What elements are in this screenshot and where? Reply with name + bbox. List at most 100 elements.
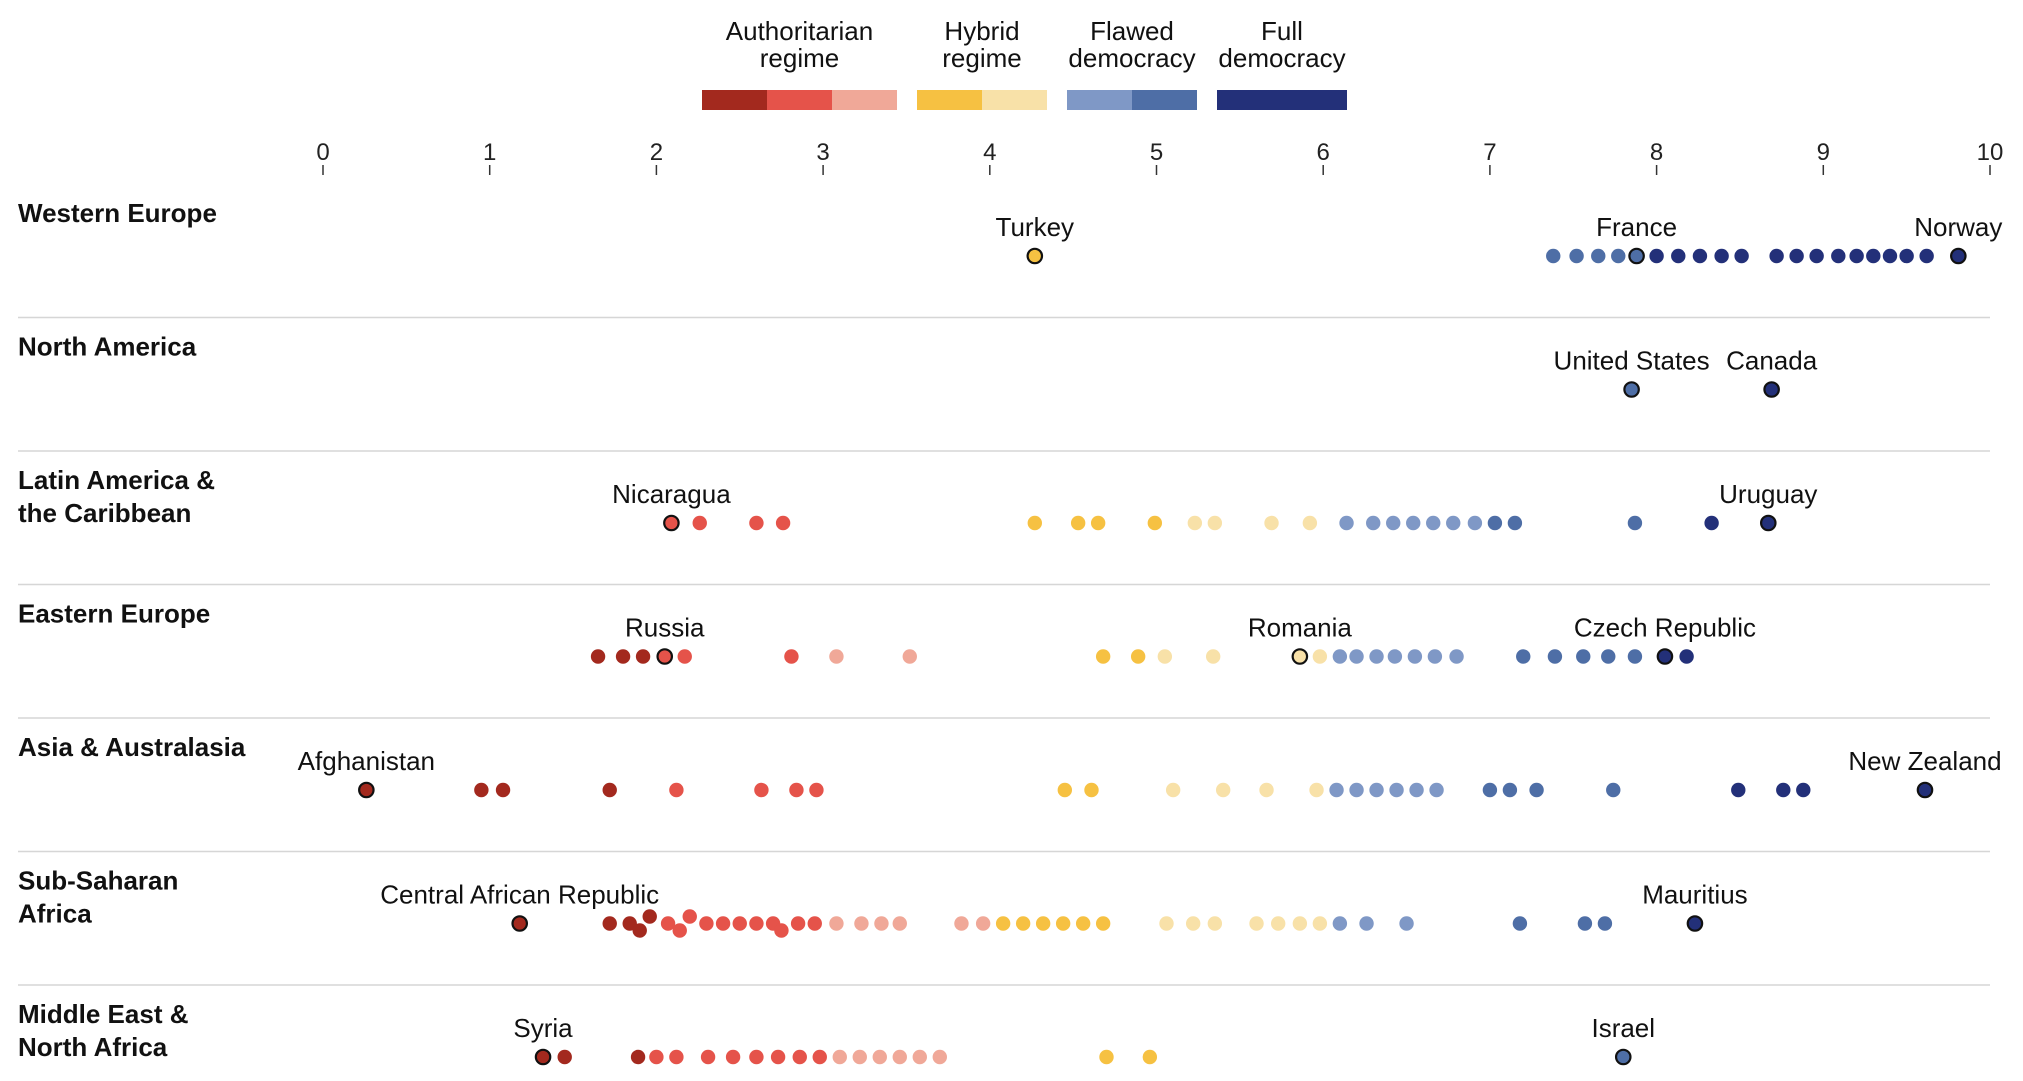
country-dot <box>789 782 804 798</box>
country-dot <box>715 916 731 931</box>
highlight-country-dot <box>358 781 375 799</box>
country-dot <box>1387 649 1403 664</box>
country-dot <box>1671 248 1686 264</box>
country-dot <box>1831 248 1846 264</box>
country-dot <box>1070 515 1086 531</box>
country-dot <box>1487 515 1503 531</box>
country-dot <box>1349 649 1364 664</box>
highlight-country-dot <box>656 648 674 665</box>
country-label-france: France <box>1596 212 1677 242</box>
legend-label: Flawed <box>1090 16 1174 46</box>
legend-swatch <box>1067 90 1132 110</box>
country-dot <box>932 1049 947 1065</box>
country-dot <box>1259 782 1274 798</box>
country-dot <box>1627 515 1643 531</box>
country-dot <box>1264 515 1279 531</box>
legend-swatch <box>702 90 767 110</box>
country-dot <box>1366 515 1381 531</box>
country-dot <box>829 916 844 931</box>
x-tick-label: 7 <box>1483 139 1496 166</box>
country-dot <box>1339 515 1354 531</box>
country-label-norway: Norway <box>1914 212 2002 242</box>
highlight-country-dot <box>1686 915 1704 932</box>
x-tick-label: 5 <box>1150 139 1163 166</box>
country-dot <box>1467 515 1483 531</box>
country-dot <box>1027 515 1043 531</box>
country-dot <box>1512 916 1528 931</box>
region-label: Western Europe <box>18 198 217 228</box>
country-dot <box>1899 248 1914 264</box>
x-tick-label: 0 <box>316 139 329 166</box>
country-dot <box>699 916 714 931</box>
country-dot <box>1075 916 1091 931</box>
legend-swatch <box>1217 90 1347 110</box>
country-dot <box>1095 649 1111 664</box>
legend-swatch <box>832 90 897 110</box>
highlight-country-dot <box>1950 247 1967 265</box>
country-dot <box>792 1049 807 1065</box>
country-dot <box>1704 515 1719 531</box>
country-dot <box>495 782 511 798</box>
country-dot <box>1502 782 1518 798</box>
country-dot <box>954 916 969 931</box>
country-dot <box>1359 916 1374 931</box>
country-dot <box>1606 782 1621 798</box>
region-label: North Africa <box>18 1032 168 1062</box>
country-dot <box>1130 649 1146 664</box>
country-dot <box>1147 515 1163 531</box>
country-dot <box>1332 649 1348 664</box>
country-label-mauritius: Mauritius <box>1642 880 1747 910</box>
country-dot <box>809 782 824 798</box>
country-label-canada: Canada <box>1726 346 1818 376</box>
region-label: Africa <box>18 899 92 929</box>
country-dot <box>749 916 764 931</box>
country-dot <box>700 1049 716 1065</box>
country-dot <box>1866 248 1881 264</box>
country-dot <box>1349 782 1364 798</box>
highlight-country-dot <box>1759 514 1777 532</box>
country-dot <box>692 515 707 531</box>
region-label: Middle East & <box>18 999 188 1029</box>
legend-swatch <box>1132 90 1197 110</box>
country-dot <box>775 515 791 531</box>
country-dot <box>1809 248 1824 264</box>
country-dot <box>1185 916 1201 931</box>
country-dot <box>892 916 907 931</box>
country-dot <box>1769 248 1784 264</box>
region-label: the Caribbean <box>18 498 191 528</box>
country-dot <box>642 909 657 924</box>
country-dot <box>1547 649 1563 664</box>
country-dot <box>852 1049 867 1065</box>
legend-label: Full <box>1261 16 1303 46</box>
country-dot <box>829 649 844 664</box>
country-dot <box>1406 515 1421 531</box>
country-label-nicaragua: Nicaragua <box>612 479 731 509</box>
legend-label: democracy <box>1218 43 1345 73</box>
region-label: North America <box>18 332 197 362</box>
country-dot <box>995 916 1011 931</box>
country-dot <box>1095 916 1111 931</box>
country-dot <box>1679 649 1694 664</box>
region-label: Latin America & <box>18 465 215 495</box>
country-dot <box>1409 782 1424 798</box>
country-label-israel: Israel <box>1591 1013 1655 1043</box>
country-dot <box>1332 916 1348 931</box>
x-tick-label: 10 <box>1977 139 2004 166</box>
country-dot <box>1569 248 1584 264</box>
country-dot <box>749 515 764 531</box>
region-row-asia-australasia: Asia & Australasia Afghanistan New Zealand <box>18 717 2002 799</box>
legend-label: regime <box>760 43 839 73</box>
country-dot <box>1601 649 1616 664</box>
country-dot <box>1919 248 1934 264</box>
x-tick-label: 8 <box>1650 139 1663 166</box>
legend-swatch <box>982 90 1047 110</box>
country-dot <box>812 1049 827 1065</box>
country-dot <box>590 649 606 664</box>
country-dot <box>1389 782 1404 798</box>
country-dot <box>1692 248 1708 264</box>
country-dot <box>1312 916 1328 931</box>
country-dot <box>749 1049 764 1065</box>
